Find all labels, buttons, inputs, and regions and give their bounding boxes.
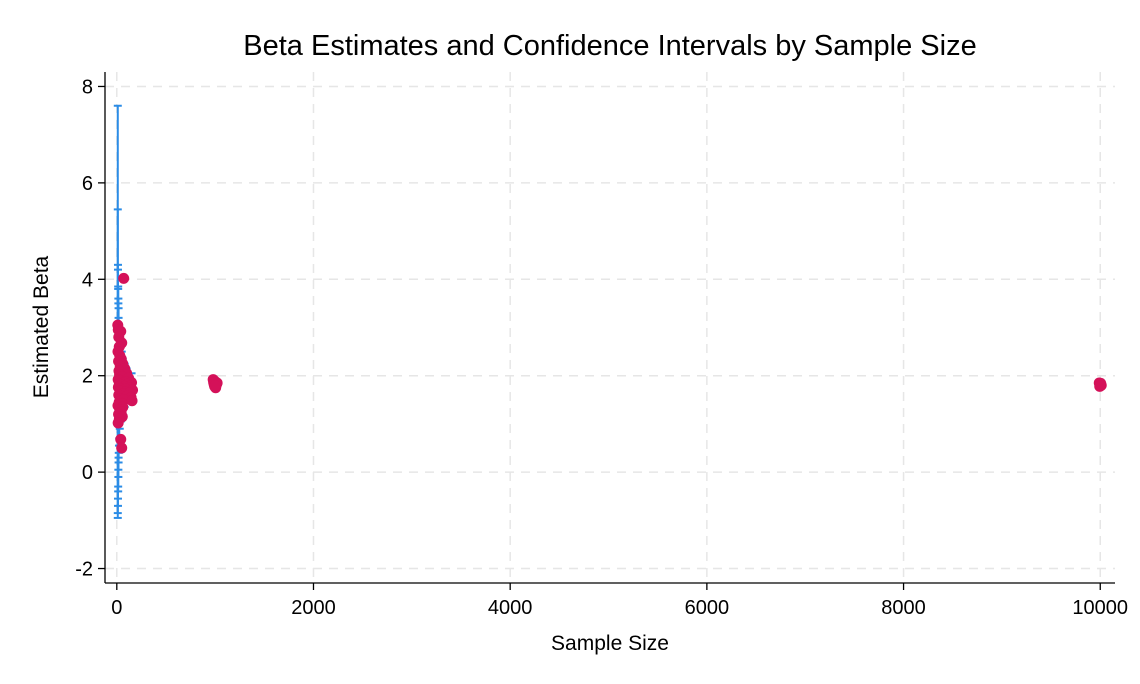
x-tick-label: 2000 [291,597,336,619]
y-tick-label: 2 [82,366,93,388]
y-tick-label: -2 [75,559,93,581]
chart-title: Beta Estimates and Confidence Intervals … [243,30,976,62]
x-axis-label: Sample Size [551,632,669,655]
beta-point [115,433,127,445]
x-tick-label: 6000 [685,597,730,619]
x-tick-label: 10000 [1072,597,1128,619]
y-tick-label: 0 [82,462,93,484]
beta-point [118,272,130,284]
y-tick-label: 8 [82,76,93,98]
beta-point [112,417,124,429]
y-tick-label: 4 [82,269,93,291]
y-axis-label: Estimated Beta [30,255,53,398]
x-tick-label: 0 [111,597,122,619]
beta-point [126,395,138,407]
confidence-intervals [113,104,136,519]
x-tick-label: 8000 [881,597,926,619]
beta-point [1094,380,1106,392]
y-axis-ticks: -2 0 2 4 6 8 [75,76,105,581]
point-estimates [112,272,1107,454]
x-tick-label: 4000 [488,597,533,619]
x-axis-ticks: 0 2000 4000 6000 8000 10000 [111,583,1128,619]
grid [105,72,1115,583]
beta-point [209,380,221,392]
beta-point [116,442,128,454]
y-tick-label: 6 [82,173,93,195]
